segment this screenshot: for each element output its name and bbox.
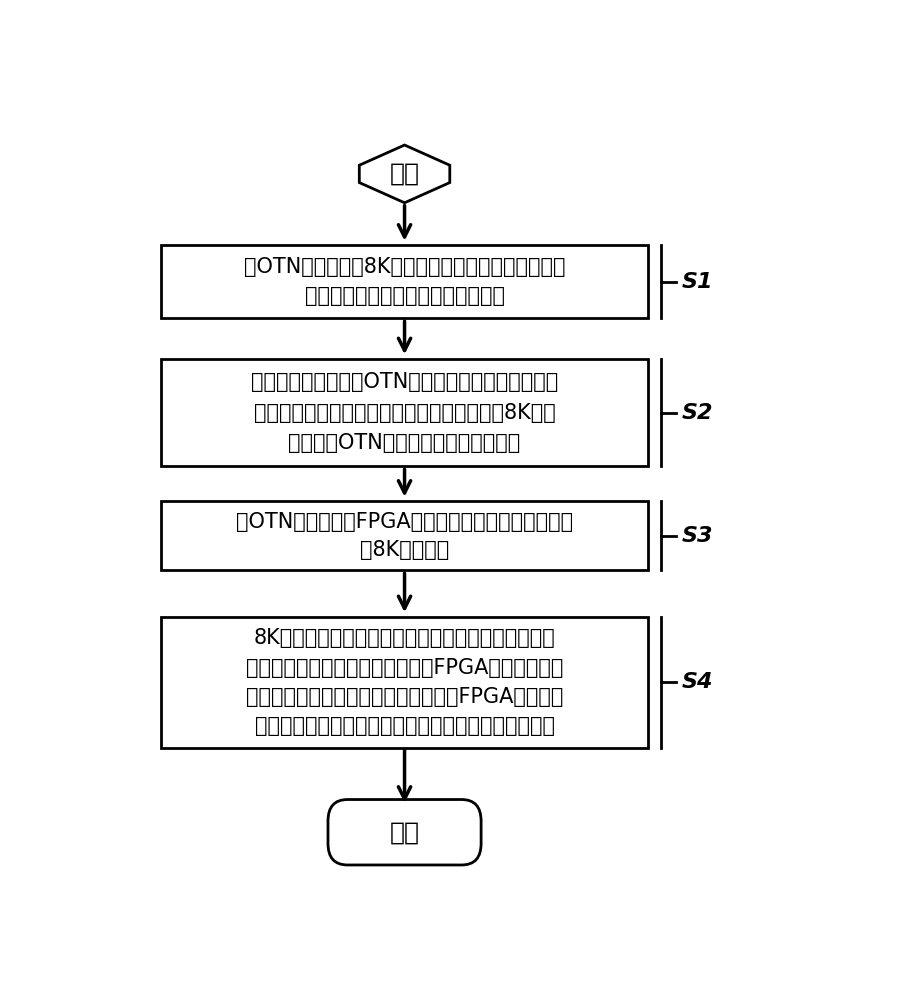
- Text: 8K时钟处理模块实时监测客户业务端口，一旦监测到: 8K时钟处理模块实时监测客户业务端口，一旦监测到: [253, 628, 556, 648]
- Polygon shape: [359, 145, 450, 203]
- Text: 业务端口提取时钟到系统皌时钟单元: 业务端口提取时钟到系统皌时钟单元: [304, 286, 505, 306]
- Text: 系统皌时钟单元发出时钟源切换信号；FPGA处理模块: 系统皌时钟单元发出时钟源切换信号；FPGA处理模块: [246, 687, 563, 707]
- FancyBboxPatch shape: [161, 245, 648, 318]
- Text: S1: S1: [682, 272, 713, 292]
- Text: 各OTN支路板卡皌FPGA处理模块从时钟处理模块中锁: 各OTN支路板卡皌FPGA处理模块从时钟处理模块中锁: [236, 512, 573, 532]
- Text: 关闭时钟提取通道，系统皌时钟单元进行时钟源皌切换: 关闭时钟提取通道，系统皌时钟单元进行时钟源皌切换: [254, 716, 555, 736]
- Text: 信号给各OTN支路板卡皌时钟处理模块: 信号给各OTN支路板卡皌时钟处理模块: [288, 433, 521, 453]
- Text: 各OTN支路板卡皌8K时钟处理模块从用户指定皌客户: 各OTN支路板卡皌8K时钟处理模块从用户指定皌客户: [243, 257, 566, 277]
- Text: 开始: 开始: [390, 162, 419, 186]
- FancyBboxPatch shape: [161, 617, 648, 748]
- FancyBboxPatch shape: [328, 800, 481, 865]
- Text: 结束: 结束: [390, 820, 419, 844]
- Text: 全8K时钟信号: 全8K时钟信号: [360, 540, 449, 560]
- Text: S3: S3: [682, 526, 713, 546]
- Text: 故障告警，则输出中断电平信号给FPGA处理模块并向: 故障告警，则输出中断电平信号给FPGA处理模块并向: [246, 658, 563, 678]
- Text: S2: S2: [682, 403, 713, 423]
- FancyBboxPatch shape: [161, 359, 648, 466]
- FancyBboxPatch shape: [161, 501, 648, 570]
- Text: S4: S4: [682, 672, 713, 692]
- Text: 系统皌时钟单元从各OTN支路板卡提取皌时钟中选择: 系统皌时钟单元从各OTN支路板卡提取皌时钟中选择: [251, 372, 559, 392]
- Text: 一路时钟作为时钟源锁定，并分发该时钟源皌8K时钟: 一路时钟作为时钟源锁定，并分发该时钟源皌8K时钟: [253, 403, 556, 423]
